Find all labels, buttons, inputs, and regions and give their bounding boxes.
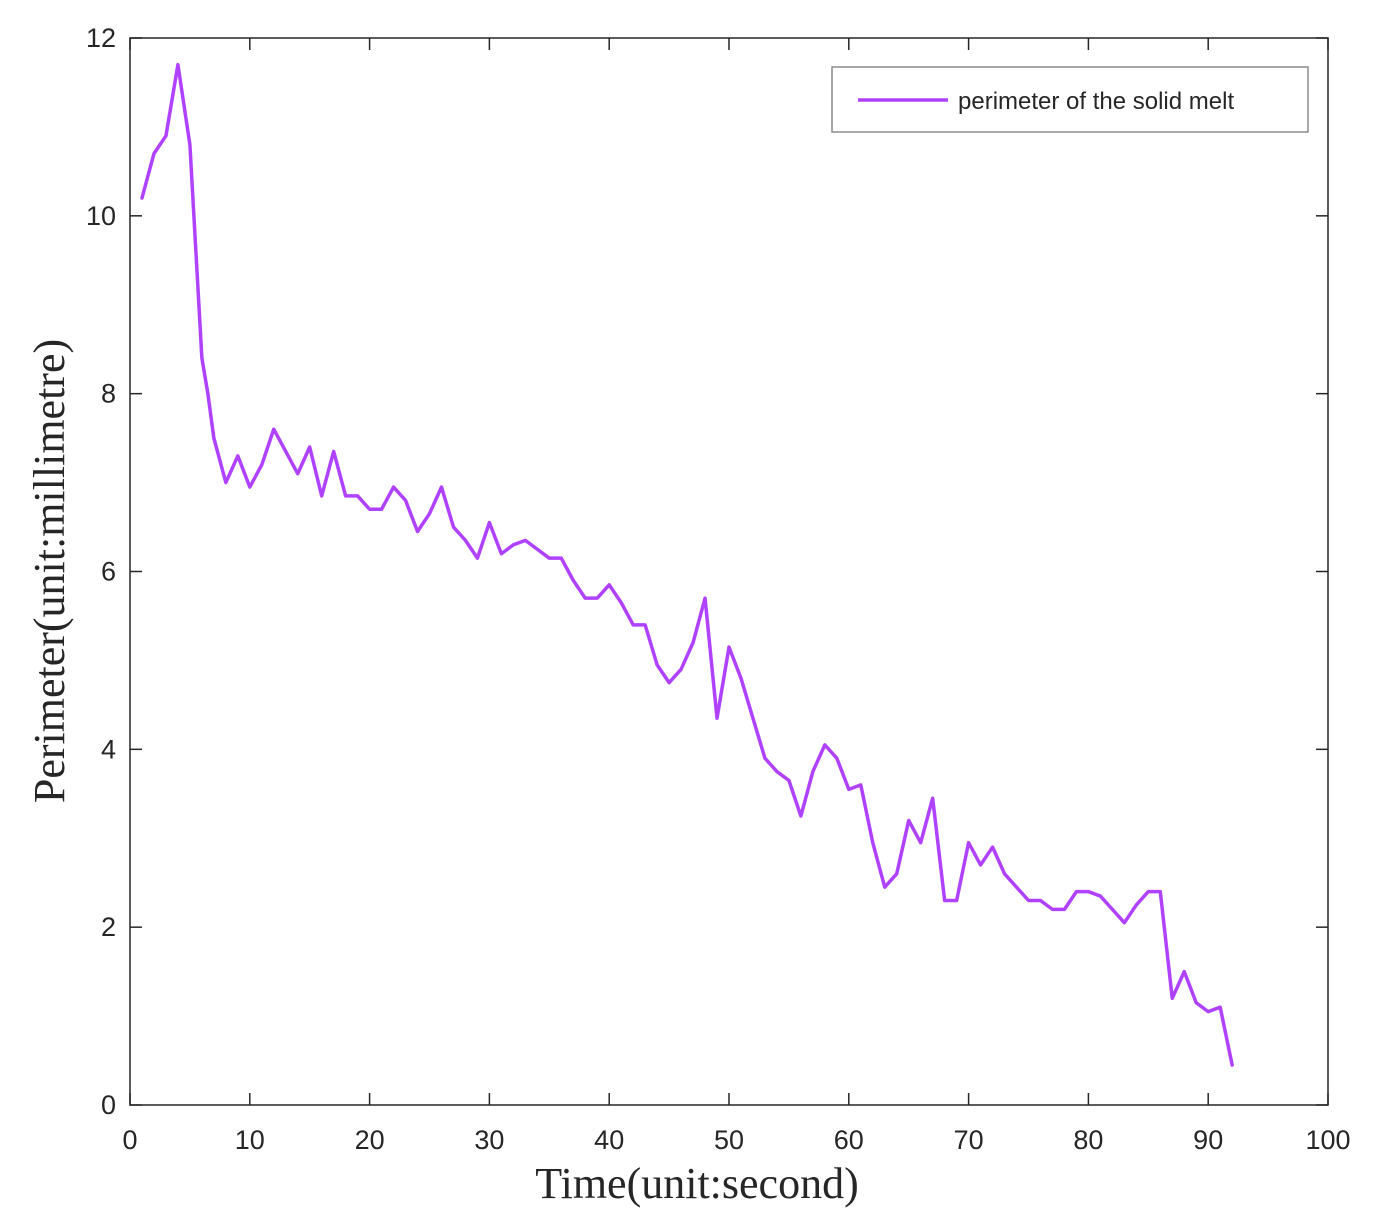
x-tick-label: 0 (122, 1125, 137, 1155)
y-tick-label: 0 (101, 1090, 116, 1120)
plot-area (129, 37, 1329, 1106)
y-axis-label: Perimeter(unit:millimetre) (25, 339, 74, 803)
y-tick-label: 10 (86, 201, 116, 231)
y-tick-label: 6 (101, 557, 116, 587)
y-tick-label: 8 (101, 379, 116, 409)
y-tick-label: 12 (86, 23, 116, 53)
y-tick-label: 2 (101, 912, 116, 942)
x-tick-label: 40 (594, 1125, 624, 1155)
x-tick-label: 90 (1193, 1125, 1223, 1155)
x-tick-label: 30 (474, 1125, 504, 1155)
x-axis-label: Time(unit:second) (535, 1159, 858, 1208)
x-tick-label: 10 (235, 1125, 265, 1155)
y-tick-label: 4 (101, 734, 116, 764)
x-tick-label: 50 (714, 1125, 744, 1155)
x-tick-label: 20 (355, 1125, 385, 1155)
legend-label: perimeter of the solid melt (958, 88, 1234, 115)
x-axis-ticks: 0 10 20 30 40 50 60 70 80 90 100 (122, 38, 1351, 1155)
x-tick-label: 70 (954, 1125, 984, 1155)
x-tick-label: 80 (1073, 1125, 1103, 1155)
y-axis-ticks: 0 2 4 6 8 10 12 (86, 23, 1328, 1120)
x-tick-label: 60 (834, 1125, 864, 1155)
series-layer (140, 62, 1234, 1067)
legend: perimeter of the solid melt (831, 66, 1309, 133)
series-line (140, 62, 1234, 1067)
x-tick-label: 100 (1305, 1125, 1350, 1155)
